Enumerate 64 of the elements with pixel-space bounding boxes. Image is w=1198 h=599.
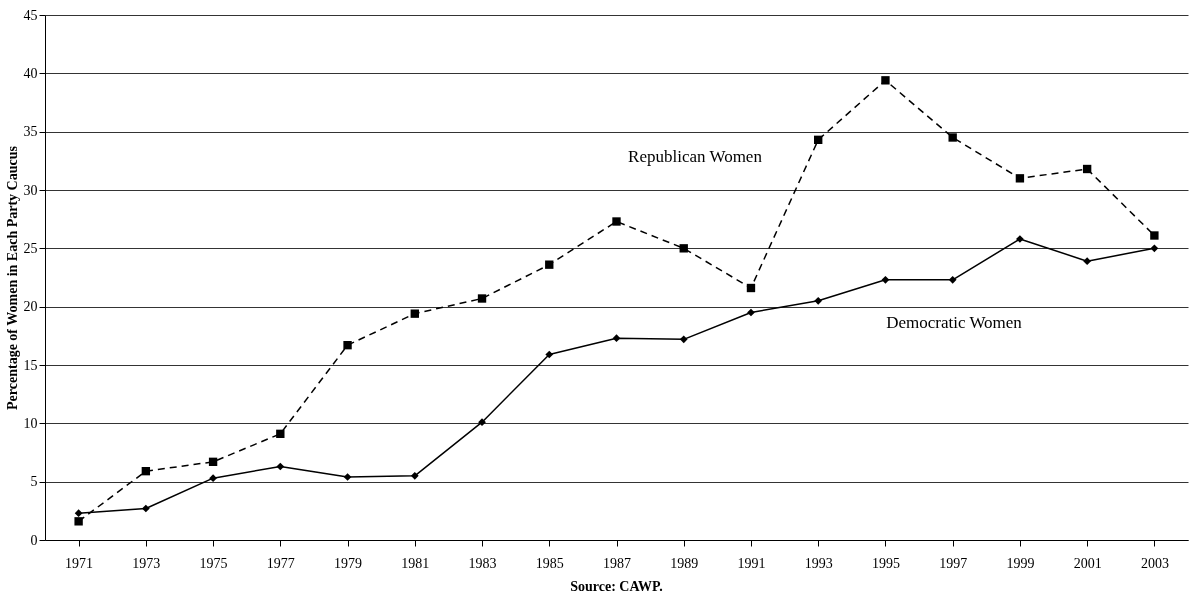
x-tick-label: 1991 xyxy=(737,555,766,571)
point xyxy=(948,133,957,142)
point xyxy=(814,296,823,305)
y-tick-label: 5 xyxy=(30,474,38,490)
point xyxy=(545,350,554,359)
y-tick-label: 30 xyxy=(23,182,38,198)
y-tick-label: 35 xyxy=(23,124,38,140)
x-tick-label: 1987 xyxy=(603,555,631,571)
point xyxy=(141,466,151,476)
point xyxy=(209,474,217,483)
y-tick-label: 15 xyxy=(23,357,38,373)
point xyxy=(881,76,890,85)
x-tick-label: 2001 xyxy=(1073,555,1102,571)
point xyxy=(410,471,419,480)
point xyxy=(74,517,83,526)
point xyxy=(477,294,487,303)
point xyxy=(410,309,419,318)
x-tick-label: 1997 xyxy=(939,555,968,571)
point xyxy=(343,473,352,481)
point xyxy=(881,275,890,284)
point xyxy=(747,308,755,317)
point xyxy=(141,504,150,513)
x-tick-label: 1981 xyxy=(401,555,430,571)
point xyxy=(478,418,486,427)
source-note: Source: CAWP. xyxy=(570,579,663,594)
point xyxy=(679,335,688,344)
point xyxy=(1015,174,1025,183)
annotation: Democratic Women xyxy=(886,313,1023,332)
y-tick-label: 20 xyxy=(23,299,38,315)
x-tick-label: 1979 xyxy=(334,555,363,571)
point xyxy=(612,217,621,226)
point xyxy=(612,334,621,343)
y-tick-label: 10 xyxy=(23,415,38,431)
x-tick-label: 2003 xyxy=(1140,555,1169,571)
point xyxy=(276,462,285,471)
point xyxy=(1083,257,1092,266)
x-tick-label: 1973 xyxy=(132,555,161,571)
x-tick-label: 1983 xyxy=(468,555,497,571)
point xyxy=(545,260,554,269)
x-tick-label: 1971 xyxy=(65,555,94,571)
annotation: Republican Women xyxy=(628,147,763,166)
point xyxy=(1150,231,1159,240)
y-tick-label: 45 xyxy=(23,7,38,23)
point xyxy=(276,429,285,439)
point xyxy=(746,283,756,293)
point xyxy=(679,244,688,253)
point xyxy=(1082,164,1092,174)
x-tick-label: 1989 xyxy=(670,555,699,571)
point xyxy=(814,135,823,145)
x-tick-label: 1995 xyxy=(871,555,900,571)
point xyxy=(208,457,218,467)
y-tick-label: 40 xyxy=(23,65,38,81)
x-tick-label: 1999 xyxy=(1006,555,1035,571)
x-tick-label: 1993 xyxy=(804,555,833,571)
y-tick-label: 0 xyxy=(30,532,38,548)
point xyxy=(948,275,957,284)
point xyxy=(74,509,83,518)
y-axis-title: Percentage of Women in Each Party Caucus xyxy=(4,145,20,410)
x-tick-label: 1977 xyxy=(266,555,295,571)
y-tick-label: 25 xyxy=(23,240,38,256)
point xyxy=(1150,244,1159,253)
x-tick-label: 1975 xyxy=(199,555,228,571)
point xyxy=(343,340,352,350)
x-tick-label: 1985 xyxy=(535,555,564,571)
